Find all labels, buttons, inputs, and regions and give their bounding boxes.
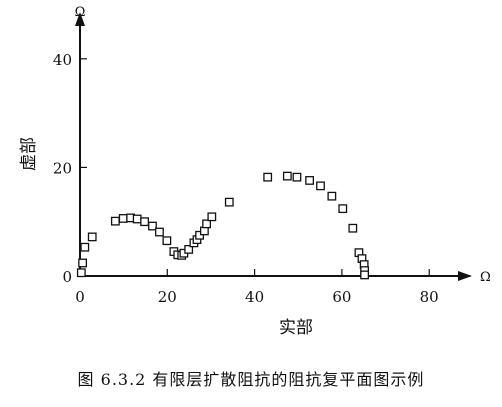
x-axis-title: 实部 xyxy=(279,318,313,338)
data-point xyxy=(305,176,314,185)
x-tick-label: 40 xyxy=(245,288,264,306)
data-point xyxy=(316,181,325,191)
data-points xyxy=(76,171,369,280)
data-point xyxy=(87,232,97,242)
x-unit-label: Ω xyxy=(480,270,491,285)
data-point xyxy=(140,217,150,227)
y-tick-label: 0 xyxy=(62,268,72,286)
data-point xyxy=(118,214,128,223)
x-axis-arrow xyxy=(458,271,472,281)
x-tick-label: 80 xyxy=(420,288,439,306)
ticks xyxy=(79,58,430,277)
data-point xyxy=(282,171,292,181)
data-point xyxy=(80,242,90,252)
data-point xyxy=(110,216,120,226)
data-point xyxy=(184,244,194,254)
tick-labels: 0 20 40 60 80 0 20 40 xyxy=(53,51,439,306)
data-point xyxy=(348,223,358,233)
x-tick-label: 60 xyxy=(332,288,351,306)
data-point xyxy=(155,227,164,237)
data-point xyxy=(263,172,273,182)
figure-caption: 图 6.3.2 有限层扩散阻抗的阻抗复平面图示例 xyxy=(77,370,425,389)
data-point xyxy=(338,204,348,214)
y-tick-label: 20 xyxy=(53,159,72,177)
data-point xyxy=(132,214,142,224)
axes xyxy=(75,12,472,281)
y-axis-title: 虚部 xyxy=(19,137,39,171)
data-point xyxy=(200,226,209,236)
data-point xyxy=(224,197,234,207)
data-point xyxy=(292,172,302,182)
y-tick-label: 40 xyxy=(53,51,72,69)
data-point xyxy=(327,191,337,201)
data-point xyxy=(148,221,157,231)
data-point xyxy=(78,258,88,268)
data-point xyxy=(207,212,217,222)
data-point xyxy=(360,270,369,280)
y-axis-arrow xyxy=(75,12,85,26)
x-tick-label: 20 xyxy=(158,288,177,306)
y-unit-label: Ω xyxy=(75,5,86,20)
x-tick-label: 0 xyxy=(75,288,85,306)
data-point xyxy=(76,268,86,278)
data-point xyxy=(202,219,211,229)
data-point xyxy=(162,236,172,246)
